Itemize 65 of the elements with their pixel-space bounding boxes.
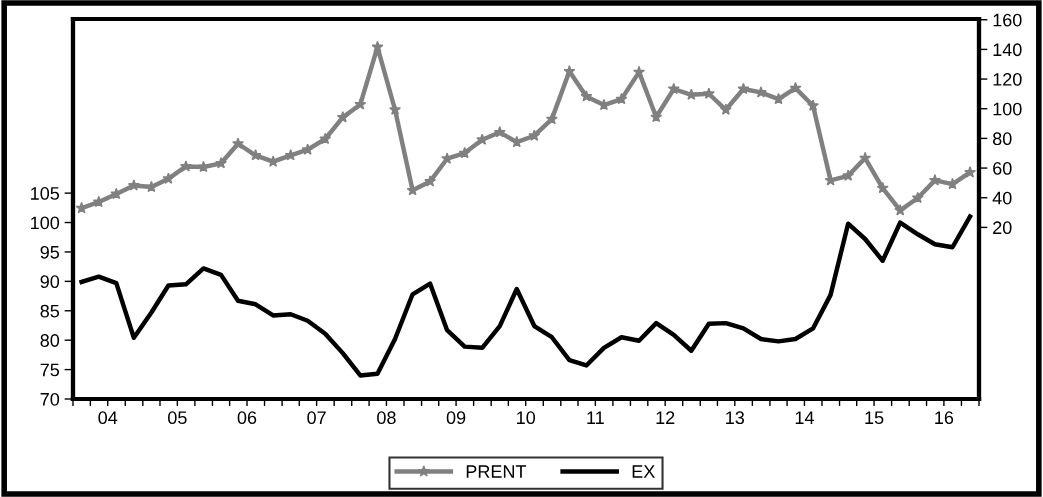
x-tick-label: 05	[168, 411, 187, 425]
point	[179, 160, 192, 172]
y-tick-label: 100	[31, 216, 60, 230]
y-tick-label: 80	[40, 334, 60, 347]
point	[215, 157, 228, 169]
point	[493, 126, 506, 138]
x-tick-label: 07	[307, 411, 326, 425]
point	[650, 110, 663, 123]
point	[389, 103, 402, 115]
y2-tick-label: 40	[992, 191, 1012, 205]
x-tick-label: 11	[587, 411, 604, 424]
point	[301, 143, 314, 155]
y-tick-label: 95	[40, 245, 60, 259]
point	[894, 204, 907, 216]
y2-tick-label: 140	[993, 43, 1022, 57]
point	[545, 112, 558, 125]
legend-label: PRENT	[466, 465, 527, 478]
y-tick-label: 85	[40, 304, 60, 318]
point	[842, 169, 855, 181]
x-tick-label: 16	[935, 411, 954, 425]
y2-tick-label: 20	[993, 221, 1012, 235]
point	[319, 132, 332, 145]
point	[336, 111, 349, 123]
point	[371, 40, 384, 53]
point	[807, 99, 820, 111]
x-tick-label: 08	[377, 411, 396, 425]
x-tick-label: 09	[446, 411, 466, 425]
y-tick-label: 105	[31, 187, 60, 200]
point	[528, 129, 541, 141]
point	[249, 149, 262, 161]
x-tick-label: 13	[726, 411, 745, 425]
x-tick-label: 10	[517, 411, 536, 425]
y-tick-label: 75	[40, 363, 60, 377]
point	[737, 82, 750, 95]
y-tick-label: 90	[40, 275, 60, 289]
point	[162, 172, 175, 184]
legend-label: EX	[632, 465, 655, 478]
point	[615, 92, 628, 105]
point	[702, 87, 715, 99]
x-tick-label: 06	[237, 411, 257, 425]
point	[127, 179, 140, 191]
line-series	[79, 214, 973, 378]
point	[232, 137, 245, 149]
x-tick-label: 14	[795, 411, 814, 424]
y2-tick-label: 60	[993, 162, 1012, 175]
point	[354, 98, 367, 110]
y2-tick-label: 80	[992, 132, 1012, 146]
point	[667, 82, 680, 95]
point	[876, 181, 889, 194]
point	[719, 103, 732, 115]
point	[911, 191, 924, 204]
y2-tick-label: 160	[993, 13, 1022, 27]
y-tick-label: 70	[40, 392, 60, 406]
x-tick-label: 04	[98, 411, 118, 425]
x-tick-label: 12	[656, 411, 675, 424]
x-tick-label: 15	[865, 411, 884, 425]
point	[424, 175, 437, 187]
point	[964, 166, 977, 178]
point	[580, 90, 593, 102]
point	[563, 65, 576, 77]
point	[458, 146, 471, 159]
point	[928, 174, 941, 186]
y2-tick-label: 120	[993, 73, 1022, 86]
point	[789, 81, 802, 94]
y2-tick-label: 100	[993, 102, 1022, 116]
